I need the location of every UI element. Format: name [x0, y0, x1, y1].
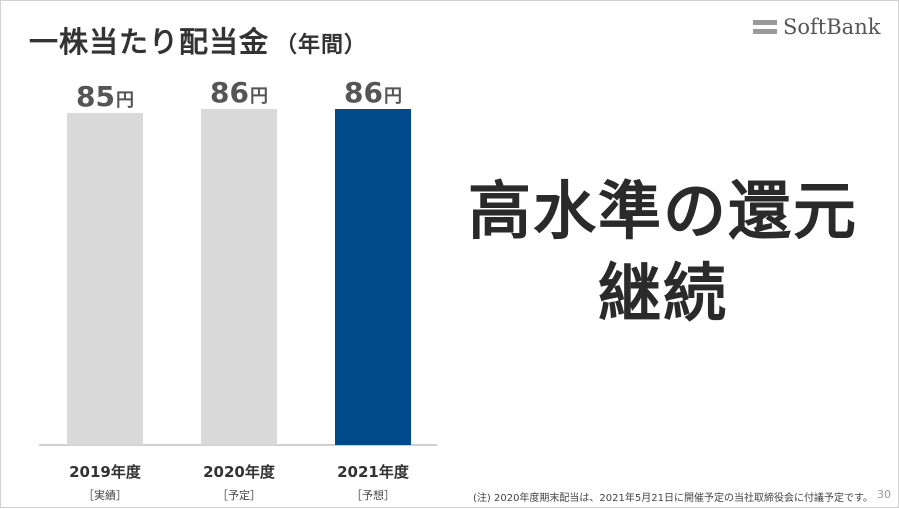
data-label-2: 86円 — [210, 76, 268, 109]
data-label-value: 86 — [344, 76, 383, 109]
page-number: 30 — [877, 488, 891, 501]
title-paren: （年間） — [275, 33, 368, 58]
footnote: (注) 2020年度期末配当は、2021年5月21日に開催予定の当社取締役会に付… — [473, 493, 873, 504]
brand-name: SoftBank — [783, 15, 881, 39]
data-label-unit: 円 — [250, 86, 268, 107]
softbank-logo: SoftBank — [753, 13, 880, 41]
data-label-value: 86 — [210, 76, 249, 109]
x-tick-label-1: 2019年度 — [69, 463, 142, 481]
title-main: 一株当たり配当金 — [29, 25, 270, 59]
page-title: 一株当たり配当金 （年間） — [29, 19, 367, 61]
data-label-unit: 円 — [116, 90, 134, 111]
bar-1 — [67, 112, 143, 445]
data-label-3: 86円 — [344, 76, 402, 109]
key-message-line2: 継続 — [598, 257, 728, 330]
x-sublabel-3: ［予想］ — [351, 488, 395, 502]
bar-2 — [201, 109, 277, 445]
x-sublabel-1: ［実績］ — [83, 488, 127, 502]
key-message-line1: 高水準の還元 — [468, 175, 858, 248]
x-tick-label-3: 2021年度 — [337, 463, 410, 481]
x-tick-label-2: 2020年度 — [203, 463, 276, 481]
logo-bars-icon — [753, 18, 777, 36]
key-message: 高水準の還元 継続 — [453, 171, 873, 335]
data-label-1: 85円 — [76, 80, 134, 113]
data-label-value: 85 — [76, 80, 115, 113]
data-label-unit: 円 — [384, 86, 402, 107]
bar-3 — [335, 109, 411, 445]
x-sublabel-2: ［予定］ — [217, 488, 261, 502]
